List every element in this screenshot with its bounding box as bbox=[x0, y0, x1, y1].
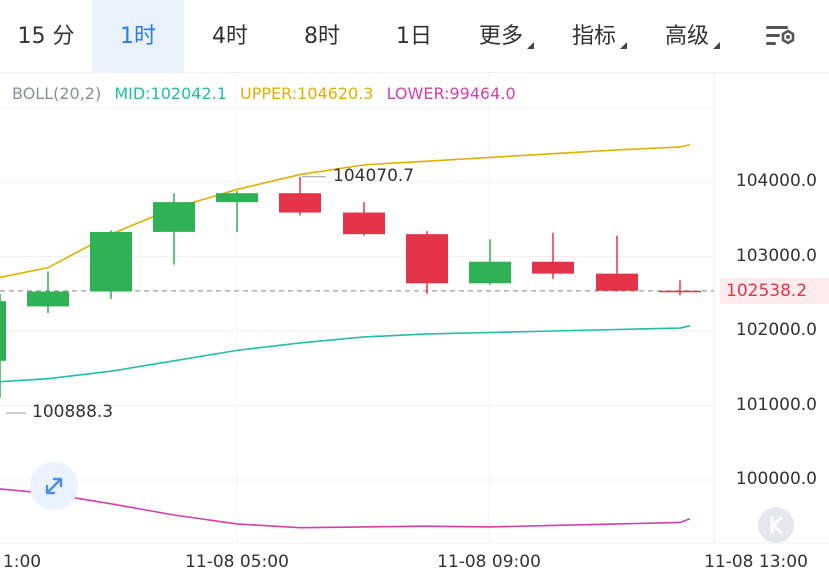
dropdown-caret-icon bbox=[620, 42, 627, 49]
chart-settings-icon[interactable] bbox=[760, 20, 800, 54]
indicator-name: BOLL(20,2) bbox=[12, 84, 102, 103]
tab-indicators[interactable]: 指标 bbox=[563, 0, 627, 73]
tab-1d[interactable]: 1日 bbox=[368, 0, 460, 73]
x-tick-label: 1:00 bbox=[2, 552, 42, 571]
candle-body bbox=[406, 234, 448, 284]
expand-icon bbox=[45, 477, 63, 495]
dropdown-caret-icon bbox=[713, 42, 720, 49]
boll-mid-line bbox=[0, 325, 691, 383]
tab-label: 更多 bbox=[478, 24, 523, 49]
indicator-lower: LOWER:99464.0 bbox=[386, 84, 516, 103]
y-tick-label: 102000.0 bbox=[735, 320, 817, 340]
tab-15m[interactable]: 15 分 bbox=[0, 0, 92, 73]
tab-label: 1日 bbox=[396, 24, 432, 49]
candle-body bbox=[153, 202, 195, 232]
tab-label: 4时 bbox=[212, 24, 248, 49]
y-tick-label: 103000.0 bbox=[735, 245, 817, 266]
boll-lower-line bbox=[0, 488, 691, 529]
candle-body bbox=[596, 273, 638, 291]
k-letter-icon bbox=[770, 516, 783, 534]
candle-body bbox=[27, 291, 69, 307]
timeframe-tabbar: 15 分 1时 4时 8时 1日 更多 指标 高级 bbox=[0, 0, 829, 73]
dropdown-caret-icon bbox=[527, 42, 534, 49]
candle-body bbox=[279, 193, 321, 213]
tab-label: 高级 bbox=[664, 24, 709, 49]
current-price-tag: 102538.2 bbox=[720, 278, 829, 304]
tab-label: 1时 bbox=[120, 24, 156, 49]
candle-body bbox=[343, 212, 385, 235]
y-tick-label: 104000.0 bbox=[735, 171, 817, 191]
candle-body bbox=[216, 193, 258, 203]
indicator-mid: MID:102042.1 bbox=[114, 84, 227, 103]
y-tick-label: 100000.0 bbox=[735, 469, 817, 489]
x-tick-label: 11-08 13:00 bbox=[704, 552, 808, 571]
tab-label: 指标 bbox=[571, 24, 616, 49]
low-price-annotation: 100888.3 bbox=[32, 402, 114, 422]
tab-more[interactable]: 更多 bbox=[470, 0, 534, 73]
candle-body bbox=[659, 290, 701, 293]
tab-label: 8时 bbox=[304, 24, 340, 49]
tab-advanced[interactable]: 高级 bbox=[656, 0, 720, 73]
expand-fullscreen-button[interactable] bbox=[30, 462, 78, 510]
x-tick-label: 11-08 09:00 bbox=[437, 552, 541, 571]
tab-8h[interactable]: 8时 bbox=[276, 0, 368, 73]
boll-indicator-legend: BOLL(20,2) MID:102042.1 UPPER:104620.3 L… bbox=[12, 84, 524, 103]
tab-1h[interactable]: 1时 bbox=[92, 0, 184, 73]
candle-body bbox=[0, 301, 6, 361]
k-line-button[interactable] bbox=[758, 507, 794, 543]
candle-body bbox=[532, 261, 574, 274]
candlestick-chart[interactable] bbox=[0, 73, 829, 551]
x-tick-label: 11-08 05:00 bbox=[185, 552, 289, 571]
indicator-upper: UPPER:104620.3 bbox=[240, 84, 374, 103]
tab-label: 15 分 bbox=[17, 24, 75, 49]
high-price-annotation: 104070.7 bbox=[333, 166, 415, 186]
tab-4h[interactable]: 4时 bbox=[184, 0, 276, 73]
y-tick-label: 101000.0 bbox=[735, 394, 817, 415]
candle-body bbox=[90, 231, 132, 292]
candle-body bbox=[469, 261, 511, 284]
